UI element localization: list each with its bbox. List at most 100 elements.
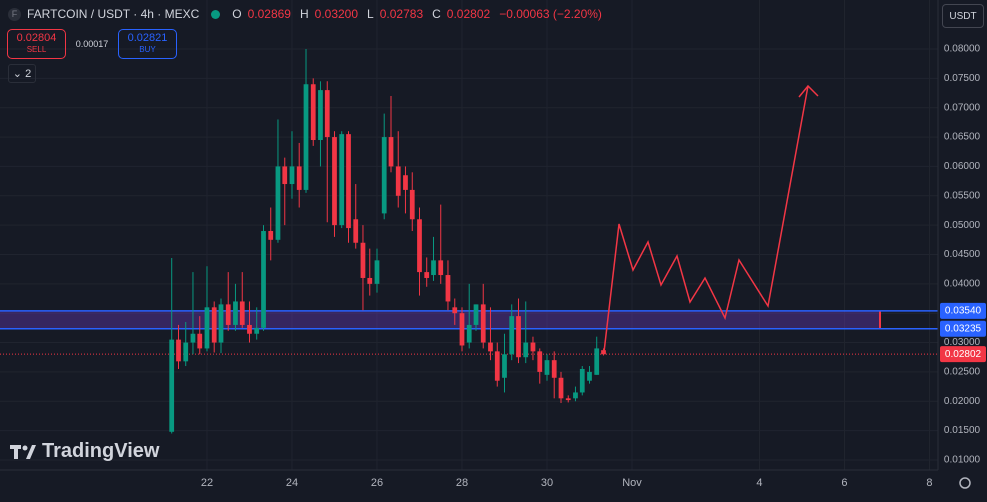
- ohlc-value: 0.02802: [446, 7, 491, 21]
- candle-body: [360, 242, 366, 278]
- candle-body: [318, 90, 323, 141]
- projection-arrow: [603, 85, 809, 353]
- buy-label: BUY: [139, 45, 156, 54]
- y-tick-label: 0.02500: [944, 367, 981, 378]
- candle-body: [537, 351, 543, 372]
- x-tick-label: 30: [541, 477, 553, 489]
- ohlc-value: 0.02869: [247, 7, 291, 21]
- candle-body: [183, 342, 189, 362]
- price-label-bg: [940, 302, 986, 319]
- candle-body: [480, 304, 486, 343]
- ohlc-label: L: [367, 7, 374, 21]
- sell-button[interactable]: 0.02804 SELL: [7, 29, 66, 59]
- candle-body: [466, 324, 472, 343]
- candle-body: [204, 307, 210, 349]
- candle-body: [558, 377, 564, 399]
- price-label-bg: [940, 346, 986, 363]
- candle-body: [324, 90, 330, 138]
- candle-body: [296, 166, 302, 190]
- price-label: 0.03540: [945, 305, 982, 316]
- last-price-label: 0.02802: [945, 349, 982, 360]
- candle-body: [197, 333, 203, 349]
- candle-body: [233, 301, 238, 325]
- y-tick-label: 0.04000: [944, 278, 981, 289]
- candle-body: [459, 313, 465, 346]
- currency-button[interactable]: USDT: [942, 4, 984, 28]
- x-tick-label: 28: [456, 477, 468, 489]
- candle-body: [275, 166, 281, 240]
- candle-body: [438, 260, 444, 276]
- candle-body: [381, 137, 387, 214]
- candle-body: [239, 301, 245, 325]
- watermark-logo: [10, 444, 36, 459]
- price-label: 0.03235: [945, 323, 982, 334]
- candle-body: [346, 134, 351, 229]
- y-tick-label: 0.08000: [944, 44, 981, 55]
- header: F FARTCOIN / USDT · 4h · MEXC O 0.02869 H…: [8, 5, 605, 23]
- candle-body: [303, 84, 309, 190]
- candle-body: [544, 360, 550, 375]
- buy-price: 0.02821: [127, 32, 168, 44]
- candle-body: [169, 339, 175, 432]
- candle-body: [254, 327, 260, 334]
- candle-body: [190, 333, 196, 343]
- settings-icon[interactable]: [959, 477, 971, 489]
- candle-body: [367, 277, 373, 284]
- candle-body: [247, 324, 252, 334]
- x-tick-label: 26: [371, 477, 383, 489]
- x-tick-label: 8: [926, 477, 932, 489]
- symbol[interactable]: FARTCOIN / USDT · 4h · MEXC: [27, 7, 200, 21]
- candle-body: [445, 275, 451, 302]
- candle-body: [409, 189, 415, 220]
- y-tick-label: 0.07000: [944, 102, 981, 113]
- candle-body: [551, 360, 557, 378]
- candle-body: [594, 348, 600, 375]
- layers-toggle[interactable]: ⌄ 2: [8, 64, 36, 83]
- candle-body: [431, 260, 436, 276]
- x-tick-label: 24: [286, 477, 298, 489]
- candle-body: [509, 316, 515, 355]
- ohlc-label: H: [299, 7, 309, 21]
- ohlc-value: 0.03200: [314, 7, 359, 21]
- candle-body: [516, 316, 521, 358]
- candle-body: [353, 219, 359, 243]
- candle-body: [452, 307, 458, 314]
- candle-body: [268, 231, 274, 240]
- candle-body: [523, 342, 529, 358]
- trade-panel: 0.02804 SELL 0.00017 0.02821 BUY: [7, 29, 177, 59]
- candle-body: [176, 339, 181, 362]
- x-tick-label: 22: [201, 477, 213, 489]
- arrow-head: [798, 84, 819, 98]
- ohlc-label: C: [432, 7, 441, 21]
- candle-body: [601, 350, 606, 355]
- y-tick-label: 0.04500: [944, 249, 981, 260]
- candle-body: [473, 304, 479, 325]
- y-tick-label: 0.05000: [944, 220, 981, 231]
- x-tick-label: 6: [841, 477, 847, 489]
- candle-body: [211, 307, 217, 343]
- y-tick-label: 0.07500: [944, 73, 981, 84]
- candle-body: [488, 342, 493, 352]
- x-tick-label: Nov: [622, 477, 642, 489]
- candle-body: [502, 354, 507, 378]
- candle-body: [218, 304, 224, 343]
- candle-body: [494, 351, 500, 381]
- y-tick-label: 0.03000: [944, 337, 981, 348]
- y-tick-label: 0.06000: [944, 161, 981, 172]
- sell-label: SELL: [26, 45, 47, 54]
- candle-body: [403, 175, 408, 190]
- candle-body: [310, 84, 316, 141]
- status-dot: [211, 9, 221, 19]
- candle-body: [289, 166, 295, 185]
- y-tick-label: 0.01500: [944, 425, 981, 436]
- candle-body: [579, 368, 585, 393]
- candle-body: [261, 231, 266, 328]
- buy-button[interactable]: 0.02821 BUY: [118, 29, 177, 59]
- watermark: TradingView: [10, 440, 159, 463]
- candle-body: [565, 398, 571, 401]
- change: −0.00063 (−2.20%): [499, 7, 602, 21]
- y-tick-label: 0.01000: [944, 455, 981, 466]
- candle-body: [424, 272, 430, 278]
